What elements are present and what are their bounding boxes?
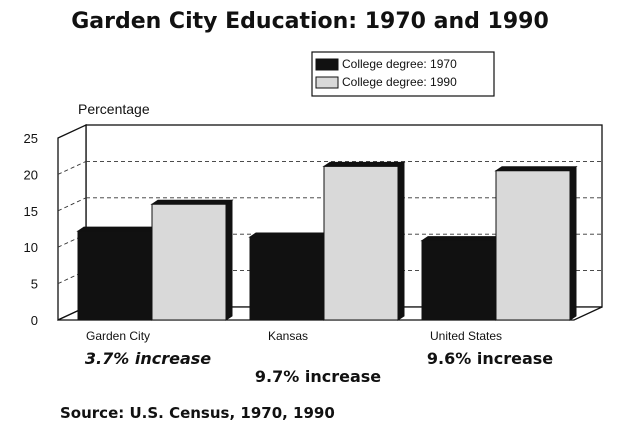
bar-side <box>397 161 405 321</box>
annotation-label: 9.6% increase <box>427 349 553 368</box>
y-tick-label: 20 <box>24 167 38 182</box>
gridline-side <box>57 270 87 285</box>
bar-top <box>322 161 406 167</box>
bar-top <box>76 226 160 232</box>
x-tick-label: Garden City <box>86 329 150 343</box>
x-tick-label: Kansas <box>268 329 308 343</box>
y-tick-label: 15 <box>24 204 38 219</box>
bar-top <box>150 199 234 205</box>
y-tick-label: 25 <box>24 131 38 146</box>
plot-area: 0 5 10 15 20 25 Garden City Kansas United States… <box>24 123 603 386</box>
legend-box <box>311 51 495 97</box>
bar <box>495 170 571 321</box>
gridline-side <box>57 233 87 248</box>
bar <box>249 236 325 321</box>
annotation-label: 3.7% increase <box>85 349 211 368</box>
y-tick-label: 5 <box>31 277 38 292</box>
bar <box>77 230 153 321</box>
gridline-side <box>57 197 87 212</box>
y-axis-label: Percentage <box>78 101 150 117</box>
bar-top <box>420 236 504 242</box>
y-tick-label: 0 <box>31 313 38 328</box>
bar-side <box>569 165 577 321</box>
legend: College degree: 1970 College degree: 199… <box>311 51 495 97</box>
bar <box>421 240 497 321</box>
legend-label-1990: College degree: 1990 <box>342 75 457 89</box>
legend-swatch-1970 <box>315 58 339 71</box>
bar-top <box>494 166 578 172</box>
legend-label-1970: College degree: 1970 <box>342 57 457 71</box>
bar <box>151 203 227 321</box>
bar <box>323 165 399 321</box>
legend-swatch-1990 <box>315 76 339 89</box>
chart-title: Garden City Education: 1970 and 1990 <box>71 9 549 34</box>
annotation-label: 9.7% increase <box>255 367 381 386</box>
source-note: Source: U.S. Census, 1970, 1990 <box>60 404 335 422</box>
bar-side <box>225 199 233 321</box>
y-tick-label: 10 <box>24 240 38 255</box>
bar-top <box>248 232 332 238</box>
x-tick-label: United States <box>430 329 502 343</box>
gridline-side <box>57 160 87 175</box>
